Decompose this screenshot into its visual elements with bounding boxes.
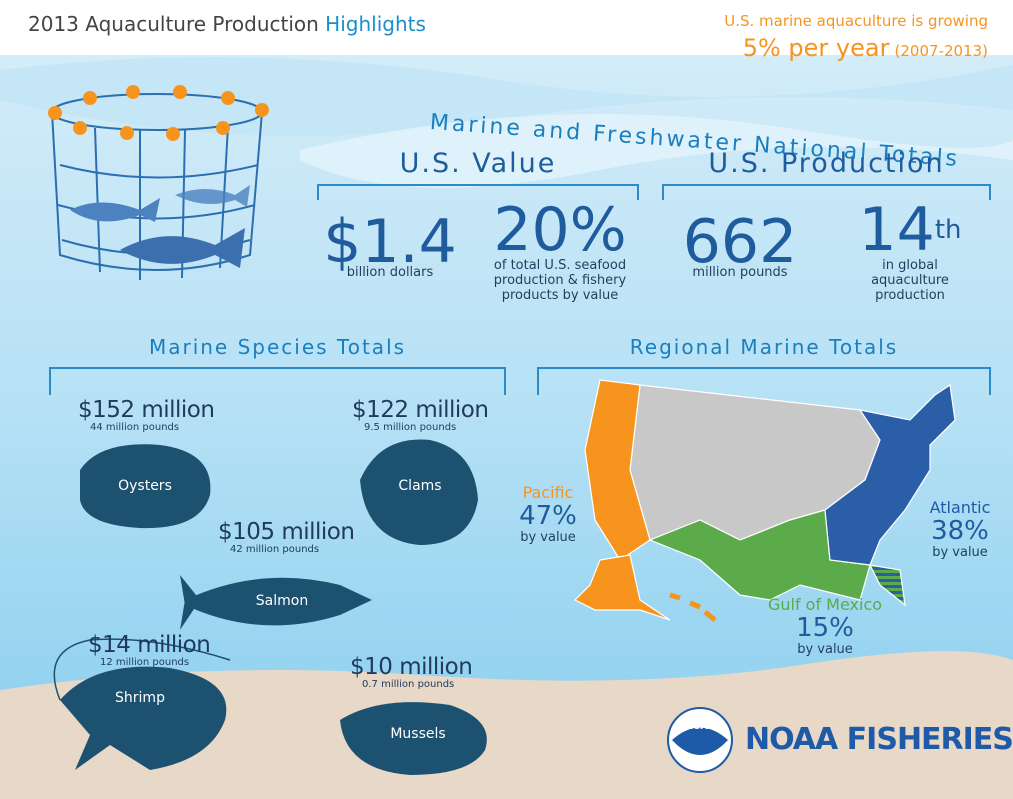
- region-name: Pacific: [522, 483, 574, 502]
- region-share: 38%: [931, 516, 989, 546]
- species-pounds: 42 million pounds: [230, 544, 320, 555]
- region-name: Gulf of Mexico: [767, 595, 883, 614]
- species-name: Mussels: [390, 726, 446, 742]
- wave: [0, 57, 1013, 137]
- species-value: $10 million: [350, 654, 473, 680]
- region-basis: by value: [797, 642, 853, 657]
- stat-figure-number: 14: [858, 195, 935, 265]
- species-name: Salmon: [255, 593, 309, 609]
- oyster-shape: [80, 444, 211, 529]
- stat-figure: 20%: [493, 195, 627, 265]
- growth-rate: 5% per year (2007-2013): [743, 34, 988, 62]
- shrimp-antenna: [53, 638, 231, 701]
- title-highlight: Highlights: [325, 12, 426, 36]
- species-value: $14 million: [88, 632, 211, 658]
- species-name: Shrimp: [115, 690, 165, 706]
- stat-caption: of total U.S. seafood production & fishe…: [493, 258, 627, 303]
- regional-heading: Regional Marine Totals: [629, 335, 899, 359]
- stat-figure-suffix: th: [934, 215, 962, 245]
- species-pounds: 9.5 million pounds: [364, 422, 457, 433]
- production-heading: U.S. Production: [708, 148, 945, 179]
- stat-figure: 14th: [840, 200, 980, 260]
- buoys: [48, 85, 269, 141]
- wave: [300, 114, 1013, 188]
- growth-rate-text: 5% per year: [742, 34, 890, 62]
- species-pounds: 12 million pounds: [100, 657, 190, 668]
- sand: [0, 651, 1013, 799]
- stat-figure: 662: [682, 207, 798, 277]
- stat-caption: million pounds: [692, 265, 788, 280]
- species-name: Clams: [398, 478, 442, 494]
- map-hawaii: [669, 592, 717, 622]
- title: 2013 Aquaculture Production Highlights: [28, 12, 426, 36]
- logo-text: NOAA FISHERIES: [745, 722, 1013, 757]
- clam-shape: [360, 439, 478, 545]
- noaa-emblem-wave: [672, 727, 728, 755]
- us-map: [573, 379, 956, 622]
- cage-fish: [70, 185, 250, 268]
- species-name: Oysters: [118, 478, 172, 494]
- growth-period: (2007-2013): [894, 42, 988, 60]
- region-share: 47%: [519, 501, 577, 531]
- species-pounds: 0.7 million pounds: [362, 679, 455, 690]
- mussel-shape: [340, 702, 487, 775]
- value-heading: U.S. Value: [399, 148, 557, 179]
- region-name: Atlantic: [929, 498, 991, 517]
- species-value: $122 million: [352, 397, 489, 423]
- shrimp-shape: [60, 666, 227, 770]
- map-pacific: [584, 379, 651, 561]
- map-florida: [868, 564, 906, 607]
- region-basis: by value: [932, 545, 988, 560]
- growth-note: U.S. marine aquaculture is growing: [724, 12, 988, 30]
- map-atlantic: [824, 383, 956, 566]
- stat-figure: $1.4: [323, 207, 457, 277]
- emblem-text: NOAA: [685, 722, 715, 732]
- species-value: $152 million: [78, 397, 215, 423]
- species-heading: Marine Species Totals: [148, 335, 407, 359]
- species-value: $105 million: [218, 519, 355, 545]
- region-share: 15%: [796, 613, 854, 643]
- title-text: 2013 Aquaculture Production: [28, 12, 319, 36]
- map-alaska: [573, 554, 671, 621]
- stat-caption: in global aquaculture production: [871, 258, 949, 303]
- brackets: [49, 184, 991, 395]
- region-basis: by value: [520, 530, 576, 545]
- species-shapes: [60, 439, 487, 775]
- species-pounds: 44 million pounds: [90, 422, 180, 433]
- stat-caption: billion dollars: [346, 265, 434, 280]
- salmon-shape: [180, 575, 372, 630]
